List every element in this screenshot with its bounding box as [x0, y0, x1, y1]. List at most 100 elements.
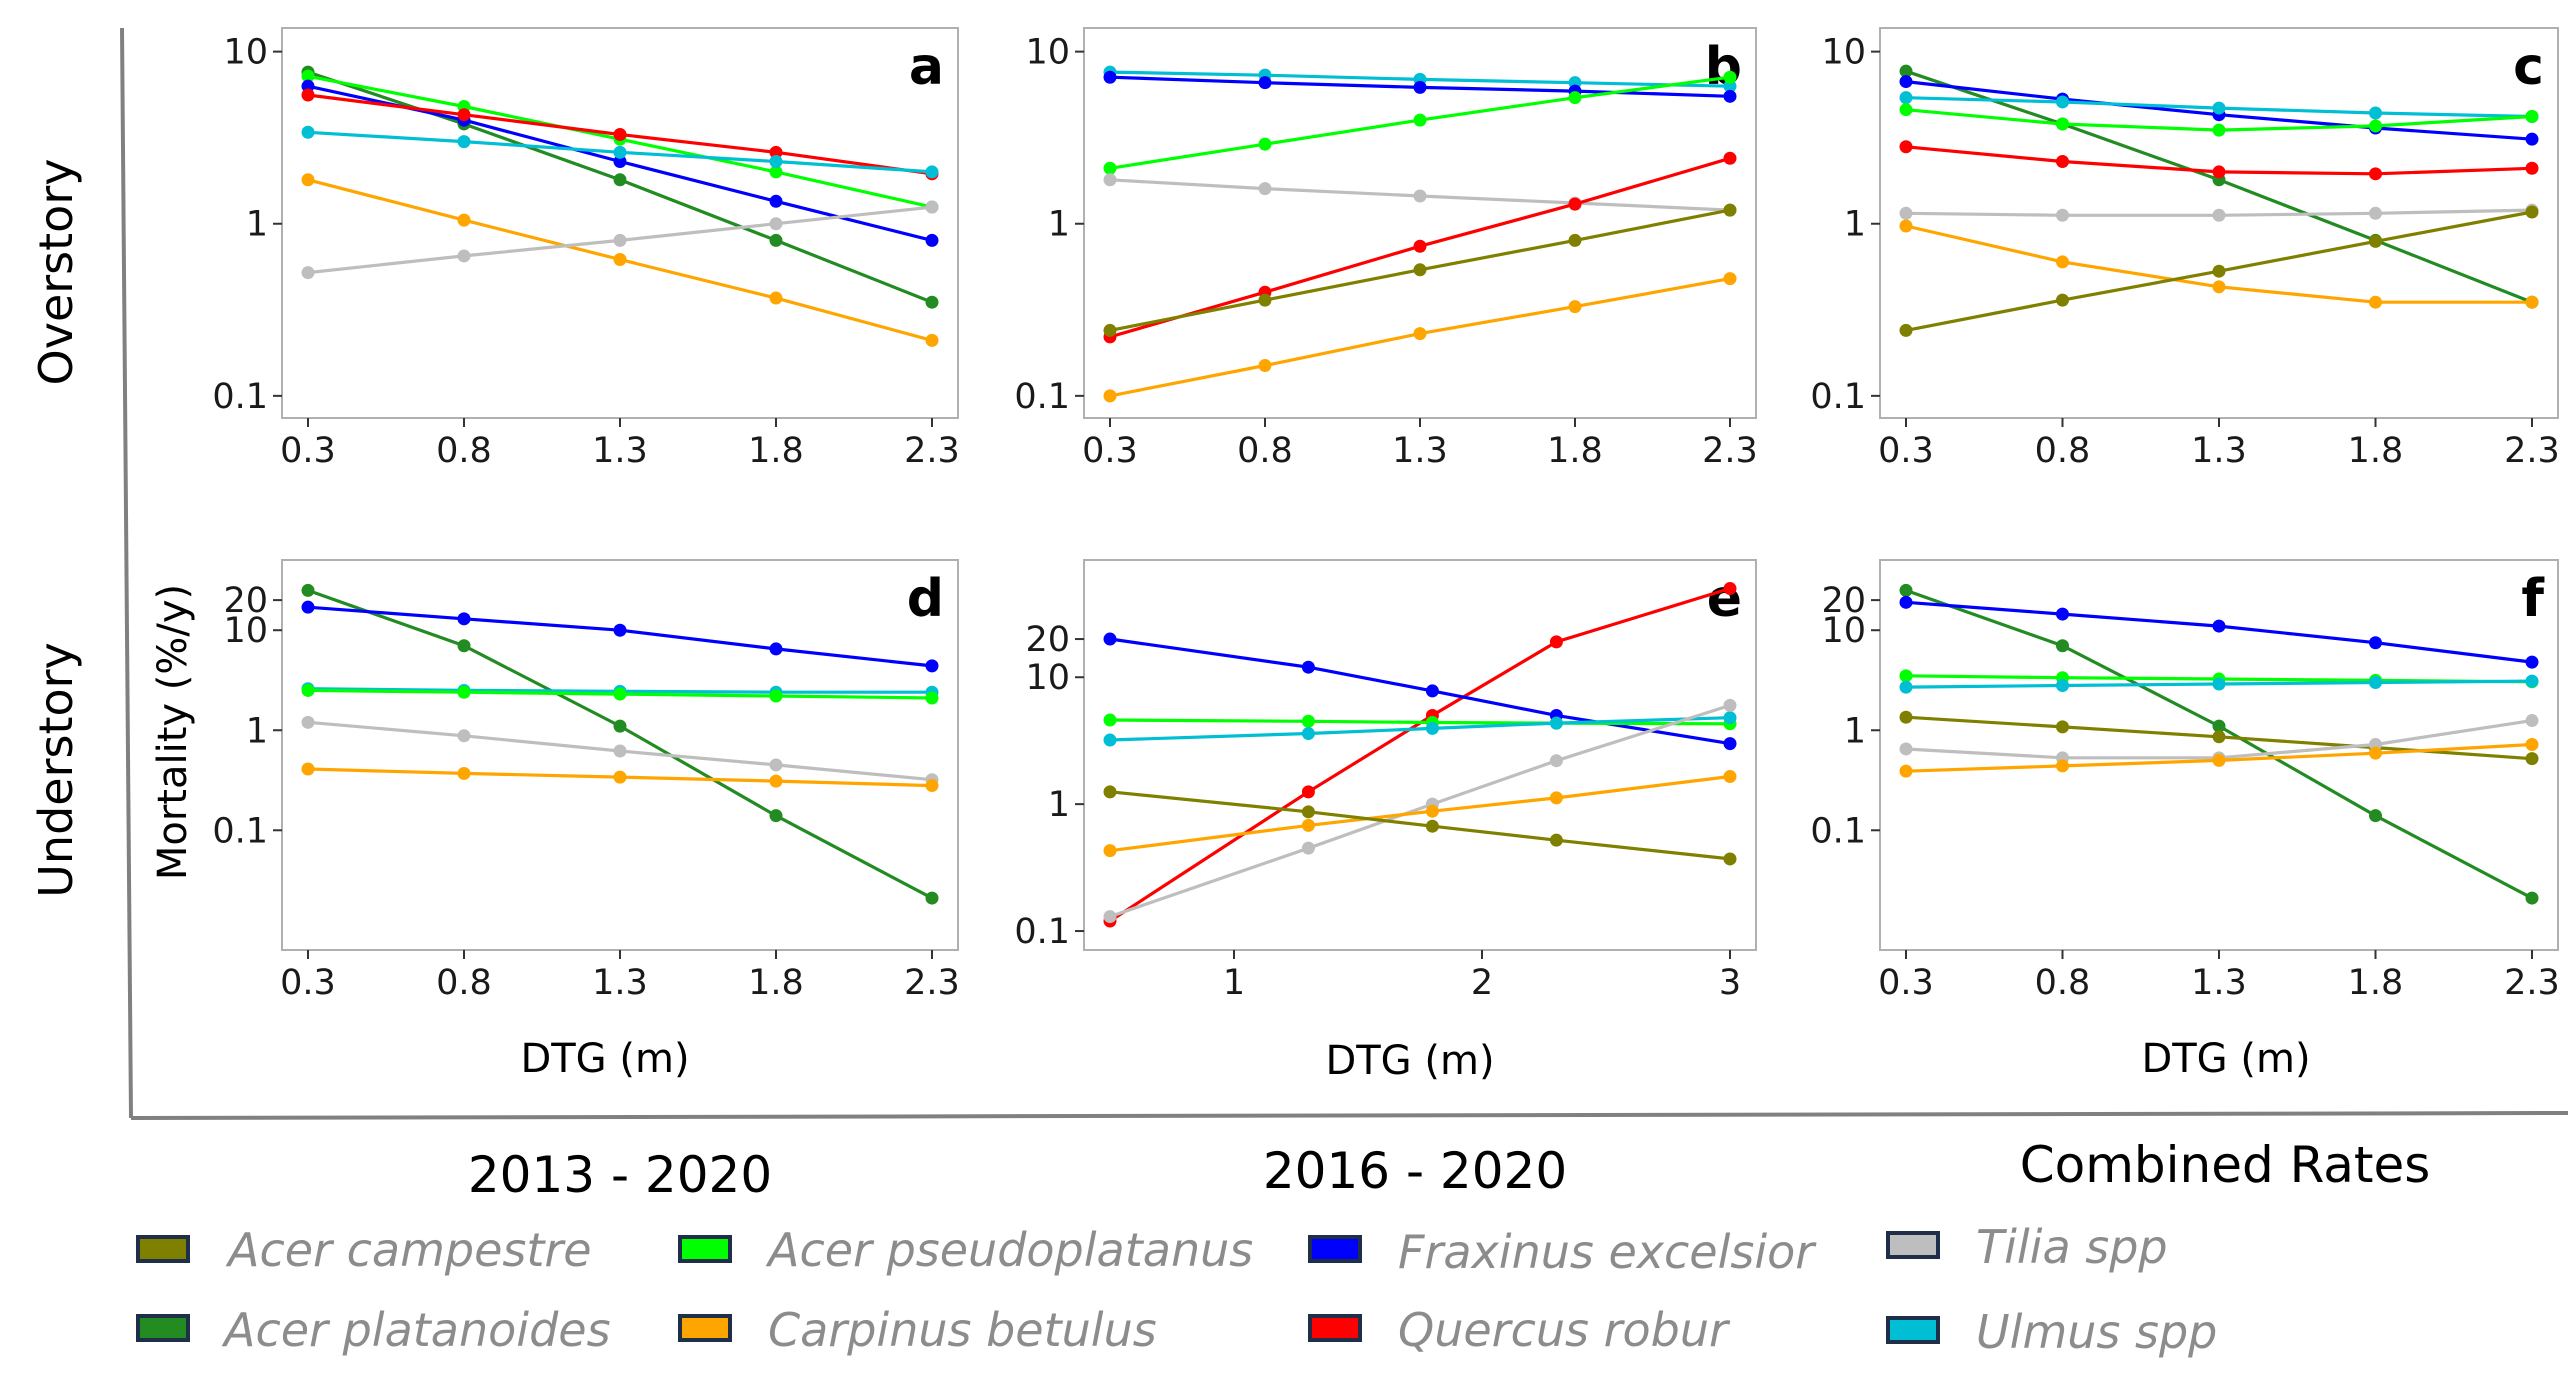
panel-f-xtick-label: 2.3: [2504, 963, 2560, 1003]
panel-d-xtick-label: 2.3: [904, 963, 960, 1003]
data-point-quercus-robur: [1723, 582, 1737, 596]
column-label-2013-2020: 2013 - 2020: [468, 1146, 772, 1204]
panel-letter: e: [1707, 569, 1742, 629]
data-point-tilia-spp: [2369, 206, 2382, 220]
panel-b-ytick-label: 0.1: [1014, 377, 1070, 417]
data-point-fraxinus-excelsior: [925, 659, 939, 673]
data-point-fraxinus-excelsior: [457, 612, 471, 626]
panel-d-xtick-label: 1.3: [592, 963, 648, 1003]
data-point-acer-campestre: [1899, 710, 1913, 724]
data-point-carpinus-betulus: [925, 779, 939, 793]
data-point-ulmus-spp: [457, 135, 471, 149]
x-axis-title-d: DTG (m): [520, 1036, 689, 1082]
data-point-tilia-spp: [769, 217, 783, 231]
legend-swatch-acer-campestre: [136, 1235, 190, 1263]
panel-d-ytick-label: 20: [223, 581, 268, 621]
data-point-carpinus-betulus: [1723, 272, 1737, 286]
data-point-fraxinus-excelsior: [925, 233, 939, 247]
panel-a-ytick-label: 10: [223, 33, 268, 73]
data-point-fraxinus-excelsior: [769, 194, 783, 208]
data-point-fraxinus-excelsior: [2056, 607, 2069, 621]
data-point-carpinus-betulus: [1549, 791, 1563, 805]
data-point-acer-pseudoplatanus: [1899, 669, 1913, 683]
data-point-tilia-spp: [1103, 910, 1117, 924]
data-point-fraxinus-excelsior: [2212, 619, 2226, 633]
data-point-ulmus-spp: [925, 165, 939, 179]
legend: Acer campestre Acer platanoides Acer pse…: [136, 1220, 2217, 1359]
data-point-carpinus-betulus: [2212, 753, 2226, 767]
data-point-carpinus-betulus: [1425, 804, 1439, 818]
data-point-ulmus-spp: [1549, 716, 1563, 730]
panel-b-xtick-label: 0.3: [1082, 431, 1138, 471]
data-point-ulmus-spp: [2369, 676, 2382, 690]
data-point-tilia-spp: [2525, 714, 2539, 728]
data-point-fraxinus-excelsior: [1301, 660, 1315, 674]
panel-b-xtick-label: 1.8: [1547, 431, 1603, 471]
data-point-fraxinus-excelsior: [613, 623, 627, 637]
panel-c-xtick-label: 1.8: [2348, 431, 2404, 471]
panel-f-ytick-label: 0.1: [1810, 811, 1866, 851]
data-point-tilia-spp: [1899, 206, 1913, 220]
data-point-acer-campestre: [1723, 852, 1737, 866]
data-point-carpinus-betulus: [1899, 764, 1913, 778]
data-point-acer-platanoides: [2525, 891, 2539, 905]
data-point-acer-platanoides: [1899, 583, 1913, 597]
data-point-carpinus-betulus: [2056, 255, 2069, 269]
data-point-carpinus-betulus: [1723, 770, 1737, 784]
panel-f-xtick-label: 1.8: [2348, 963, 2404, 1003]
data-point-quercus-robur: [2056, 154, 2069, 168]
data-point-tilia-spp: [1413, 189, 1427, 203]
data-point-carpinus-betulus: [2369, 295, 2382, 309]
data-point-carpinus-betulus: [457, 766, 471, 780]
data-point-acer-pseudoplatanus: [2525, 109, 2539, 123]
data-point-quercus-robur: [2212, 165, 2226, 179]
data-point-quercus-robur: [457, 108, 471, 122]
panel-a-ytick-label: 1: [246, 205, 268, 245]
data-point-carpinus-betulus: [2369, 746, 2382, 760]
panel-c-border: [1879, 27, 2559, 419]
panel-d-xtick-label: 1.8: [748, 963, 804, 1003]
data-point-acer-pseudoplatanus: [1899, 103, 1913, 117]
data-point-acer-campestre: [1899, 323, 1913, 337]
data-point-acer-pseudoplatanus: [1301, 714, 1315, 728]
panel-f-ytick-label: 10: [1821, 611, 1866, 651]
panel-f-xtick-label: 0.3: [1878, 963, 1934, 1003]
data-point-carpinus-betulus: [769, 774, 783, 788]
data-point-tilia-spp: [613, 233, 627, 247]
data-point-acer-campestre: [2525, 205, 2539, 219]
data-point-acer-pseudoplatanus: [613, 687, 627, 701]
series-line-carpinus-betulus: [1109, 774, 1731, 853]
data-point-acer-campestre: [2212, 264, 2226, 278]
outer-left-line: [120, 27, 133, 1119]
panel-letter: d: [907, 569, 944, 629]
panel-b: 0.1 1 10 0.3 0.8 1.3 1.8 2.3 b: [1014, 27, 1758, 471]
legend-swatch-acer-platanoides: [136, 1314, 190, 1342]
panel-e-ytick-label: 1: [1048, 785, 1070, 825]
panel-c-ytick-label: 10: [1821, 33, 1866, 73]
data-point-acer-platanoides: [925, 891, 939, 905]
panel-e-xtick-label: 1: [1223, 963, 1245, 1003]
panels: 0.1 1 10 0.3 0.8 1.3 1.8 2.3 a 0.1 1 10 0.3 0.8 1.3 1.8…: [212, 27, 2560, 1003]
data-point-tilia-spp: [1723, 698, 1737, 712]
data-point-carpinus-betulus: [1568, 300, 1582, 314]
panel-c-xtick-label: 2.3: [2504, 431, 2560, 471]
data-point-acer-platanoides: [769, 809, 783, 823]
panel-a-xtick-label: 1.8: [748, 431, 804, 471]
panel-d-xtick-label: 0.3: [280, 963, 336, 1003]
data-point-acer-campestre: [2212, 730, 2226, 744]
data-point-quercus-robur: [1301, 785, 1315, 799]
legend-swatch-acer-pseudoplatanus: [678, 1235, 732, 1263]
column-label-combined: Combined Rates: [2020, 1136, 2431, 1194]
data-point-acer-pseudoplatanus: [457, 685, 471, 699]
data-point-fraxinus-excelsior: [301, 600, 315, 614]
legend-label-acer-campestre: Acer campestre: [225, 1223, 592, 1277]
data-point-carpinus-betulus: [1413, 327, 1427, 341]
data-point-ulmus-spp: [613, 145, 627, 159]
legend-swatch-fraxinus-excelsior: [1308, 1235, 1362, 1263]
data-point-acer-platanoides: [613, 719, 627, 733]
data-point-tilia-spp: [1301, 841, 1315, 855]
data-point-carpinus-betulus: [925, 333, 939, 347]
panel-a: 0.1 1 10 0.3 0.8 1.3 1.8 2.3 a: [212, 27, 960, 471]
